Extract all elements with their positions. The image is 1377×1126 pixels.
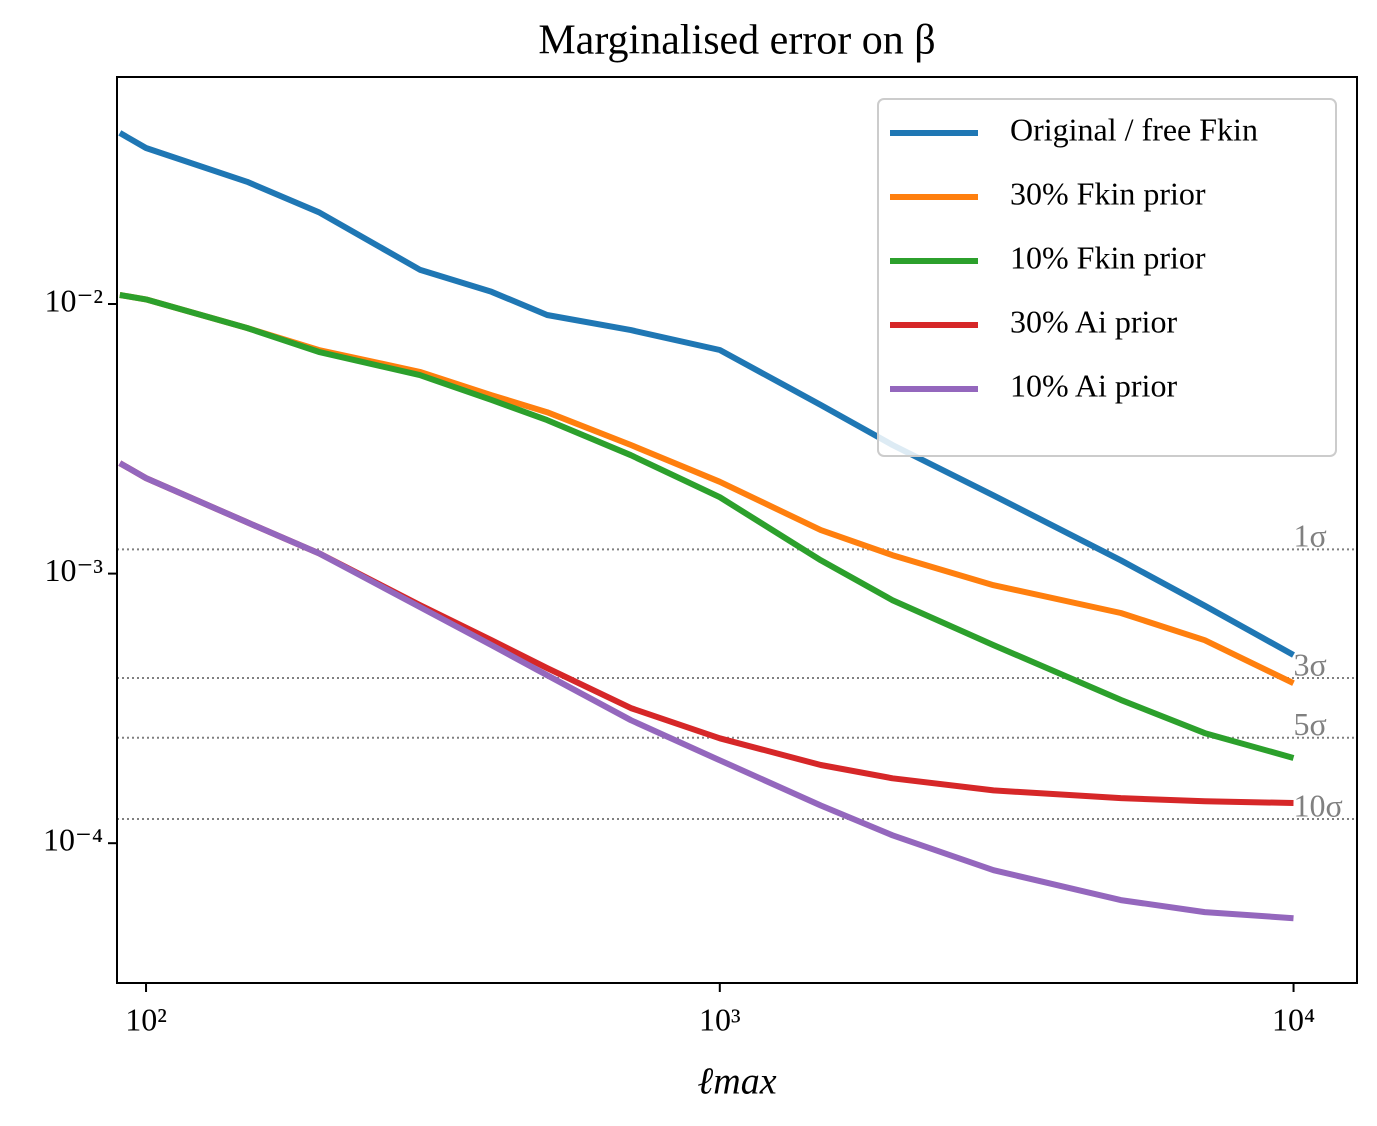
reference-label: 3σ [1294, 646, 1327, 682]
reference-label: 10σ [1294, 787, 1343, 823]
reference-label: 5σ [1294, 706, 1327, 742]
reference-label: 1σ [1294, 518, 1327, 554]
series-line [118, 460, 1294, 922]
legend-label: Original / free Fkin [1010, 111, 1258, 147]
x-tick-label: 10⁴ [1272, 1001, 1315, 1037]
x-tick-label: 10³ [699, 1001, 741, 1037]
x-tick-label: 10² [125, 1001, 167, 1037]
y-tick-label: 10⁻³ [45, 552, 103, 588]
legend-label: 30% Ai prior [1010, 303, 1177, 339]
x-axis-label: ℓmax [697, 1061, 776, 1103]
y-tick-label: 10⁻⁴ [43, 822, 103, 858]
series-line [119, 292, 1295, 761]
series-line [118, 130, 1295, 658]
chart-title: Marginalised error on β [538, 18, 935, 64]
legend-label: 10% Fkin prior [1010, 239, 1206, 275]
plot-frame [116, 76, 1358, 984]
legend-label: 10% Ai prior [1010, 367, 1177, 403]
legend-box [877, 98, 1337, 457]
y-tick-label: 10⁻² [45, 282, 103, 318]
legend-label: 30% Fkin prior [1010, 175, 1206, 211]
